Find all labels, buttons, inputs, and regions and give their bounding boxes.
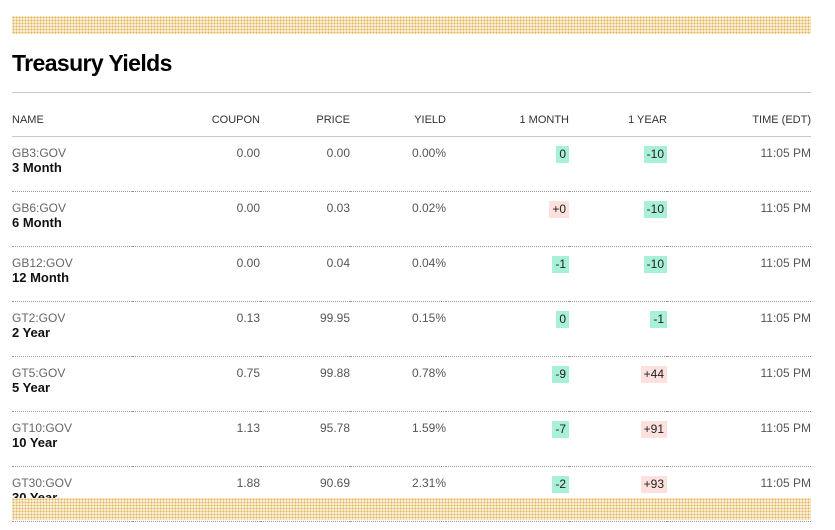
table-row[interactable]: GT5:GOV 5 Year 0.75 99.88 0.78% -9 +44 11:05 PM [12,356,811,412]
one-year-cell: -10 [569,191,667,247]
one-year-change-badge: -10 [643,201,667,218]
price-cell: 99.88 [260,356,350,412]
one-month-change-badge: -7 [552,421,569,438]
column-header-time[interactable]: TIME (EDT) [667,104,811,137]
one-year-change-badge: +91 [640,421,667,438]
ticker-symbol[interactable]: GB3:GOV [12,146,67,160]
time-cell: 11:05 PM [667,136,811,192]
one-month-cell: +0 [446,191,569,247]
ticker-symbol[interactable]: GT2:GOV [12,311,66,325]
one-month-cell: -9 [446,356,569,412]
one-month-cell: -1 [446,246,569,302]
yield-cell: 1.59% [350,411,446,467]
yield-cell: 0.78% [350,356,446,412]
one-year-cell: -1 [569,301,667,357]
security-name: 3 Month [12,160,62,175]
one-year-change-badge: +44 [640,366,667,383]
one-year-change-badge: +93 [640,476,667,493]
one-month-change-badge: +0 [549,201,569,218]
ticker-symbol[interactable]: GB6:GOV [12,201,67,215]
one-month-change-badge: 0 [556,146,569,163]
price-cell: 99.95 [260,301,350,357]
coupon-cell: 0.00 [132,246,260,302]
table-row[interactable]: GT10:GOV 10 Year 1.13 95.78 1.59% -7 +91 11:05 … [12,411,811,467]
yield-cell: 0.04% [350,246,446,302]
ticker-symbol[interactable]: GT5:GOV [12,366,66,380]
bottom-decorative-band [12,498,811,520]
time-cell: 11:05 PM [667,356,811,412]
time-cell: 11:05 PM [667,246,811,302]
one-year-change-badge: -10 [643,256,667,273]
price-cell: 95.78 [260,411,350,467]
security-cell[interactable]: GB12:GOV 12 Month [12,246,132,302]
time-cell: 11:05 PM [667,411,811,467]
price-cell: 0.00 [260,136,350,192]
one-year-cell: +44 [569,356,667,412]
time-cell: 11:05 PM [667,301,811,357]
table-row[interactable]: GB12:GOV 12 Month 0.00 0.04 0.04% -1 -10 11:05 … [12,246,811,302]
one-year-cell: -10 [569,136,667,192]
security-name: 10 Year [12,435,58,450]
security-cell[interactable]: GT10:GOV 10 Year [12,411,132,467]
security-cell[interactable]: GT5:GOV 5 Year [12,356,132,412]
page-title: Treasury Yields [12,50,172,76]
one-year-cell: -10 [569,246,667,302]
one-month-cell: 0 [446,301,569,357]
one-month-cell: 0 [446,136,569,192]
treasury-yields-table: NAME COUPON PRICE YIELD 1 MONTH 1 YEAR T… [12,104,811,522]
coupon-cell: 0.75 [132,356,260,412]
table-row[interactable]: GT2:GOV 2 Year 0.13 99.95 0.15% 0 -1 11:05 PM [12,301,811,357]
title-divider [12,92,811,93]
yield-cell: 0.15% [350,301,446,357]
time-cell: 11:05 PM [667,191,811,247]
coupon-cell: 0.00 [132,136,260,192]
security-cell[interactable]: GT2:GOV 2 Year [12,301,132,357]
security-name: 5 Year [12,380,51,395]
one-year-cell: +91 [569,411,667,467]
ticker-symbol[interactable]: GT10:GOV [12,421,73,435]
one-year-change-badge: -1 [650,311,667,328]
security-cell[interactable]: GB6:GOV 6 Month [12,191,132,247]
security-name: 6 Month [12,215,62,230]
coupon-cell: 0.00 [132,191,260,247]
top-decorative-band [12,16,811,34]
security-name: 12 Month [12,270,70,285]
ticker-symbol[interactable]: GT30:GOV [12,476,73,490]
one-month-change-badge: 0 [556,311,569,328]
security-name: 2 Year [12,325,51,340]
one-month-cell: -7 [446,411,569,467]
column-header-coupon[interactable]: COUPON [132,104,260,137]
table-header-row: NAME COUPON PRICE YIELD 1 MONTH 1 YEAR T… [12,104,811,137]
column-header-price[interactable]: PRICE [260,104,350,137]
coupon-cell: 0.13 [132,301,260,357]
coupon-cell: 1.13 [132,411,260,467]
table-row[interactable]: GB3:GOV 3 Month 0.00 0.00 0.00% 0 -10 11:05 PM [12,136,811,192]
price-cell: 0.03 [260,191,350,247]
price-cell: 0.04 [260,246,350,302]
column-header-1-year[interactable]: 1 YEAR [569,104,667,137]
table-row[interactable]: GB6:GOV 6 Month 0.00 0.03 0.02% +0 -10 11:05 PM [12,191,811,247]
column-header-name[interactable]: NAME [12,104,132,137]
one-month-change-badge: -9 [552,366,569,383]
column-header-yield[interactable]: YIELD [350,104,446,137]
column-header-1-month[interactable]: 1 MONTH [446,104,569,137]
one-year-change-badge: -10 [643,146,667,163]
security-cell[interactable]: GB3:GOV 3 Month [12,136,132,192]
yield-cell: 0.00% [350,136,446,192]
one-month-change-badge: -1 [552,256,569,273]
ticker-symbol[interactable]: GB12:GOV [12,256,73,270]
yield-cell: 0.02% [350,191,446,247]
one-month-change-badge: -2 [552,476,569,493]
